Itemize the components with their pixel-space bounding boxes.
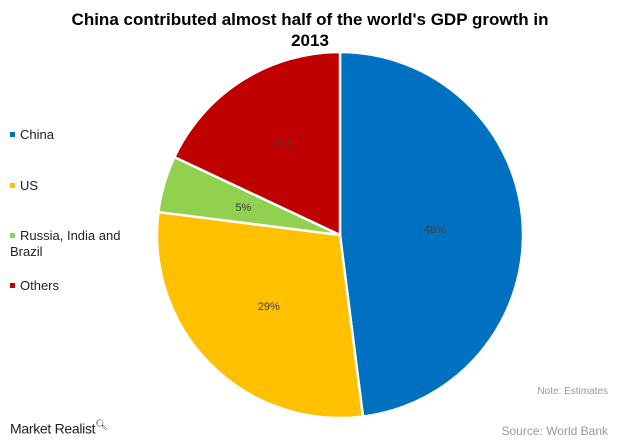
legend-label: US	[20, 178, 39, 193]
magnifier-icon: 🔍︎	[95, 420, 108, 431]
data-label: 18%	[270, 137, 292, 149]
legend-swatch	[10, 283, 15, 289]
note: Note: Estimates	[537, 386, 608, 397]
legend-swatch	[10, 132, 15, 138]
pie-slice-others	[172, 50, 342, 237]
title-line: 2013	[291, 31, 329, 50]
data-label: 29%	[258, 301, 280, 313]
data-label: 5%	[235, 202, 251, 214]
logo-text: Market Realist	[10, 420, 96, 437]
legend-item-rib: Russia, India and Brazil	[10, 228, 120, 260]
data-label: 48%	[424, 224, 446, 236]
legend-label: Brazil	[10, 244, 43, 259]
market-realist-logo: Market Realist🔍︎	[10, 420, 108, 437]
source: Source: World Bank	[501, 424, 609, 438]
title-line: China contributed almost half of the wor…	[71, 10, 549, 29]
legend-label: Russia, India and	[20, 228, 121, 243]
chart-title: China contributed almost half of the wor…	[0, 9, 620, 51]
legend-item-others: Others	[10, 278, 59, 294]
pie-slice-china	[338, 50, 525, 418]
legend-label: Others	[20, 278, 60, 293]
legend-swatch	[10, 183, 15, 189]
legend-label: China	[20, 127, 54, 142]
pie-slice-us	[155, 210, 365, 420]
legend-item-us: US	[10, 178, 38, 194]
legend-item-china: China	[10, 127, 54, 143]
legend-swatch	[10, 233, 15, 239]
